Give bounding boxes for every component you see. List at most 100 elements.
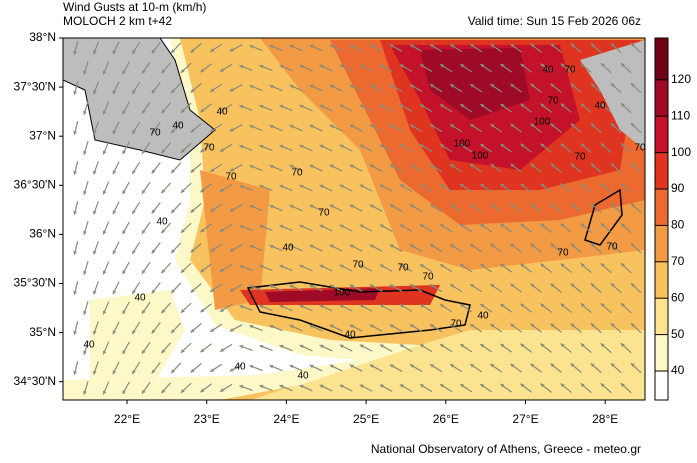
arrow-head (580, 63, 585, 68)
lat-label: 35°30'N (14, 276, 56, 290)
arrow-head (151, 249, 156, 254)
arrow-head (349, 364, 354, 369)
arrow-head (210, 48, 215, 52)
arrow-head (590, 323, 595, 328)
arrow-head (389, 364, 394, 368)
arrow-head (289, 284, 294, 289)
arrow-head (329, 44, 334, 49)
arrow-head (440, 304, 445, 308)
arrow-head (309, 44, 314, 49)
arrow-head (620, 223, 625, 228)
arrow-head (319, 344, 324, 349)
arrow-head (450, 84, 455, 88)
arrow-head (102, 110, 107, 115)
arrow-head (409, 324, 414, 328)
arrow-head (210, 248, 215, 252)
arrow-head (450, 324, 455, 328)
arrow-head (530, 203, 535, 208)
arrow-head (279, 144, 284, 149)
arrow-head (540, 343, 545, 348)
arrow-head (259, 184, 264, 189)
lat-label: 36°30'N (14, 177, 56, 191)
arrow-head (399, 224, 404, 228)
arrow-head (510, 83, 515, 88)
arrow-head (309, 84, 314, 89)
lon-label: 23°E (194, 412, 220, 426)
arrow-head (299, 304, 304, 309)
arrow-head (279, 64, 284, 69)
arrow-head (580, 303, 585, 308)
arrow-head (93, 170, 97, 175)
arrow-head (389, 244, 394, 248)
arrow-head (229, 167, 234, 172)
arrow-head (93, 50, 97, 55)
arrow-head (259, 104, 264, 109)
arrow-head (220, 308, 225, 312)
arrow-head (600, 383, 605, 388)
arrow-head (319, 184, 324, 189)
arrow-head (151, 209, 156, 214)
arrow-head (289, 324, 294, 329)
arrow-head (141, 309, 146, 314)
arrow-head (151, 369, 156, 374)
arrow-head (190, 328, 195, 333)
arrow-head (289, 164, 294, 169)
arrow-head (151, 89, 156, 94)
arrow-head (610, 283, 615, 288)
arrow-head (560, 103, 565, 108)
arrow-head (161, 69, 166, 74)
arrow-head (470, 324, 475, 328)
arrow-head (259, 384, 264, 389)
arrow-head (83, 70, 87, 75)
arrow-head (530, 163, 535, 168)
arrow-head (190, 88, 195, 93)
arrow-head (480, 304, 485, 308)
arrow-head (339, 224, 344, 229)
arrow-head (450, 284, 455, 288)
arrow-head (550, 203, 555, 208)
arrow-head (590, 203, 595, 208)
arrow-head (369, 244, 374, 249)
arrow-head (600, 63, 605, 68)
arrow-head (279, 264, 284, 269)
arrow-head (490, 363, 495, 368)
arrow-head (73, 250, 78, 255)
arrow-head (550, 363, 555, 368)
arrow-head (560, 223, 565, 228)
arrow-head (359, 344, 364, 349)
arrow-head (249, 364, 254, 369)
arrow-head (132, 89, 136, 94)
arrow-head (490, 203, 495, 208)
contour-label: 40 (172, 121, 184, 132)
arrow-head (112, 130, 117, 135)
arrow-head (141, 149, 146, 154)
arrow-head (93, 330, 97, 335)
arrow-head (319, 144, 324, 149)
lon-label: 24°E (273, 412, 299, 426)
arrow-head (329, 84, 334, 89)
arrow-head (399, 384, 404, 388)
colorbar-label: 120 (671, 72, 691, 86)
arrow-head (530, 123, 535, 128)
arrow-head (620, 343, 625, 348)
arrow-head (220, 68, 225, 72)
arrow-head (399, 104, 404, 108)
arrow-head (112, 250, 117, 255)
arrow-head (460, 224, 465, 228)
arrow-head (500, 223, 505, 228)
arrow-head (580, 183, 585, 188)
arrow-head (229, 287, 234, 292)
arrow-head (399, 64, 404, 68)
arrow-head (369, 124, 374, 129)
arrow-head (259, 264, 264, 269)
arrow-head (379, 304, 384, 309)
arrow-head (480, 104, 485, 108)
arrow-head (490, 323, 495, 328)
arrow-head (420, 64, 425, 68)
arrow-head (299, 104, 304, 109)
arrow-head (420, 224, 425, 228)
arrow-head (540, 223, 545, 228)
arrow-head (560, 63, 565, 68)
arrow-head (570, 43, 575, 48)
arrow-head (279, 304, 284, 309)
